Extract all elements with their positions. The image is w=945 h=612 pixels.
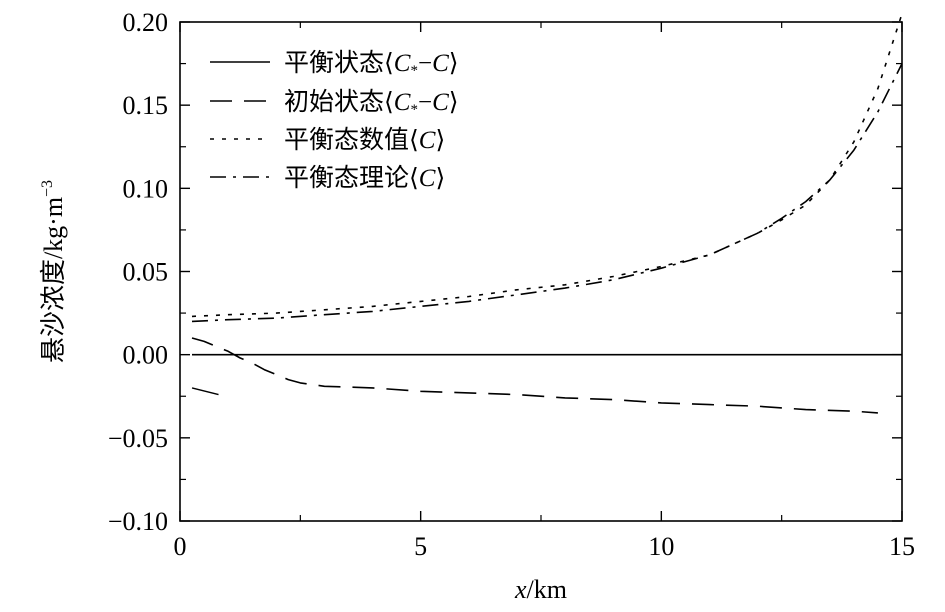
y-tick-label: 0.00 (123, 341, 169, 370)
series-line-4 (191, 63, 903, 323)
legend-label-4: 平衡态理论⟨C⟩ (284, 164, 445, 192)
y-tick-label: 0.05 (123, 258, 169, 287)
x-tick-label: 10 (648, 532, 674, 561)
x-tick-label: 5 (414, 532, 427, 561)
axis-titles: x/km 悬沙浓度/kg·m−3 (39, 180, 567, 604)
series-layer (191, 13, 903, 414)
x-tick-label: 15 (889, 532, 915, 561)
y-tick-label: 0.20 (123, 8, 169, 37)
legend-label-2: 初始状态⟨C*−C⟩ (284, 88, 459, 118)
y-tick-label: 0.15 (123, 91, 169, 120)
annotation-segment (191, 387, 219, 396)
series-line-3 (191, 13, 903, 318)
legend: 平衡状态⟨C*−C⟩ 初始状态⟨C*−C⟩ 平衡态数值⟨C⟩ 平衡态理论⟨C⟩ (210, 49, 459, 192)
x-tick-label: 0 (174, 532, 187, 561)
y-tick-label: 0.10 (123, 174, 169, 203)
x-axis-title: x/km (514, 575, 567, 604)
axes: 0 5 10 15 −0.10 −0.05 0.00 0.05 0.10 0.15 0.20 (108, 8, 915, 561)
y-axis-title: 悬沙浓度/kg·m−3 (39, 180, 68, 363)
series-line-2 (191, 337, 878, 414)
legend-label-1: 平衡状态⟨C*−C⟩ (284, 49, 459, 79)
legend-label-3: 平衡态数值⟨C⟩ (284, 126, 445, 154)
y-tick-label: −0.05 (108, 424, 168, 453)
y-tick-label: −0.10 (108, 507, 168, 536)
